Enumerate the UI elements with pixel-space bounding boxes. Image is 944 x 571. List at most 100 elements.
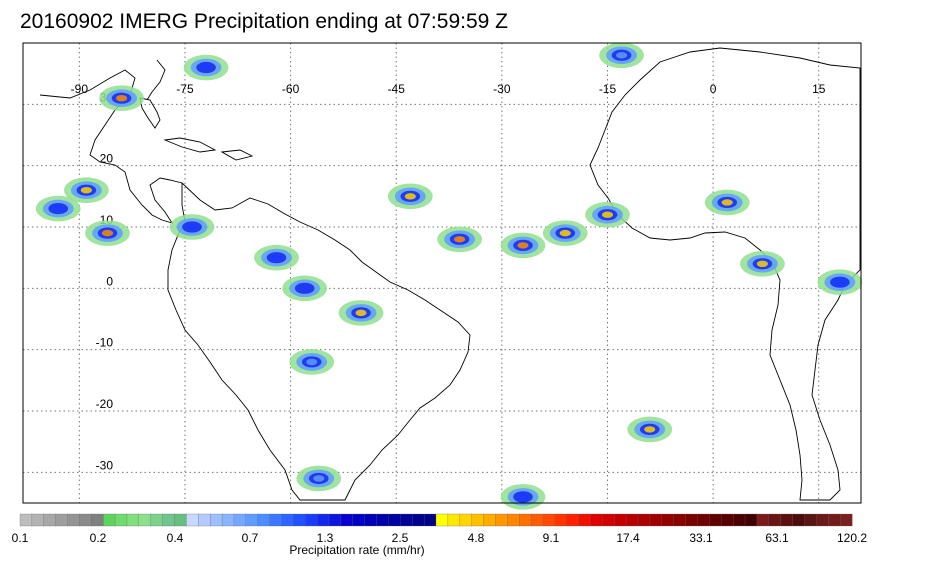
colorbar-swatch bbox=[697, 513, 710, 527]
lon-tick-label: -75 bbox=[176, 82, 194, 96]
colorbar-swatch bbox=[649, 513, 663, 527]
colorbar-swatch bbox=[423, 513, 437, 527]
colorbar-swatch bbox=[376, 513, 389, 527]
colorbar-swatch bbox=[269, 513, 282, 527]
coastlines bbox=[39, 47, 861, 501]
map-title: 20160902 IMERG Precipitation ending at 0… bbox=[20, 10, 508, 33]
colorbar-tick: 0.7 bbox=[241, 531, 259, 545]
colorbar-swatch bbox=[602, 513, 615, 527]
colorbar-swatch bbox=[412, 513, 425, 527]
colorbar-swatch bbox=[174, 513, 187, 527]
colorbar-swatch bbox=[210, 513, 223, 527]
colorbar-swatch bbox=[744, 513, 758, 527]
precip-cell bbox=[559, 229, 571, 237]
precip-cell bbox=[721, 199, 733, 206]
precip-cell bbox=[270, 254, 283, 261]
colorbar-swatch bbox=[530, 513, 544, 527]
colorbar-tick: 33.1 bbox=[689, 531, 713, 545]
precip-cell bbox=[834, 279, 846, 286]
precipitation-cells bbox=[35, 42, 863, 510]
colorbar-swatch bbox=[685, 513, 698, 527]
lon-tick-label: 15 bbox=[812, 82, 826, 96]
colorbar-tick: 4.8 bbox=[467, 531, 485, 545]
colorbar-swatch bbox=[281, 513, 294, 527]
colorbar-tick: 0.2 bbox=[89, 531, 107, 545]
colorbar-swatch bbox=[721, 513, 734, 527]
precip-cell bbox=[115, 95, 128, 102]
colorbar-swatch bbox=[542, 513, 556, 527]
colorbar-swatch bbox=[186, 513, 199, 527]
lat-tick-label: -30 bbox=[96, 458, 114, 472]
precip-cell bbox=[306, 358, 318, 366]
colorbar-swatch bbox=[340, 513, 354, 527]
precip-cell bbox=[404, 193, 416, 200]
lon-tick-label: -45 bbox=[388, 82, 406, 96]
colorbar-swatch bbox=[400, 513, 413, 527]
precip-cell bbox=[355, 309, 367, 317]
map-frame bbox=[22, 42, 862, 504]
precip-cell bbox=[756, 260, 769, 267]
lat-tick-label: 0 bbox=[106, 274, 113, 288]
colorbar-swatch bbox=[768, 513, 782, 527]
colorbar-swatch bbox=[661, 513, 675, 527]
colorbar-swatch bbox=[388, 513, 401, 527]
lon-tick-label: -30 bbox=[493, 82, 511, 96]
colorbar-swatch bbox=[114, 513, 128, 527]
colorbar-tick: 2.5 bbox=[391, 531, 409, 545]
lat-tick-label: -20 bbox=[96, 397, 114, 411]
colorbar-swatch bbox=[91, 513, 104, 527]
colorbar-swatch bbox=[435, 513, 449, 527]
colorbar-swatch bbox=[305, 513, 318, 527]
colorbar-swatch bbox=[79, 513, 92, 527]
colorbar-swatch bbox=[495, 513, 508, 527]
precip-cell bbox=[517, 242, 529, 249]
colorbar-swatch bbox=[554, 513, 568, 527]
colorbar-tick: 63.1 bbox=[765, 531, 789, 545]
colorbar-swatch bbox=[483, 513, 496, 527]
colorbar-swatch bbox=[293, 513, 306, 527]
precip-cell bbox=[601, 211, 614, 218]
colorbar-swatch bbox=[839, 513, 853, 527]
colorbar-swatch bbox=[364, 513, 378, 527]
precip-cell bbox=[313, 475, 325, 482]
lat-tick-label: -10 bbox=[96, 336, 114, 350]
colorbar-tick: 17.4 bbox=[616, 531, 640, 545]
colorbar-swatch bbox=[257, 513, 271, 527]
lon-tick-label: 0 bbox=[710, 82, 717, 96]
precip-cell bbox=[101, 229, 114, 237]
colorbar-swatch bbox=[245, 513, 259, 527]
precip-cell bbox=[644, 426, 656, 433]
colorbar-swatch bbox=[67, 513, 80, 527]
colorbar-swatch bbox=[150, 513, 164, 527]
coastline-cuba bbox=[163, 137, 217, 153]
colorbar-swatch bbox=[673, 513, 687, 527]
coastline-africa bbox=[589, 47, 861, 501]
colorbar-swatch bbox=[756, 513, 770, 527]
colorbar-swatch bbox=[471, 513, 484, 527]
lon-tick-label: -15 bbox=[599, 82, 617, 96]
colorbar-swatch bbox=[804, 513, 817, 527]
colorbar-swatch bbox=[792, 513, 805, 527]
precip-cell bbox=[200, 64, 212, 71]
colorbar-swatch bbox=[138, 513, 152, 527]
colorbar-swatch bbox=[19, 513, 33, 527]
colorbar-tick: 0.1 bbox=[11, 531, 29, 545]
colorbar-swatch bbox=[103, 513, 116, 527]
coastline-hispaniola bbox=[220, 149, 254, 161]
colorbar-swatch bbox=[126, 513, 140, 527]
colorbar-swatch bbox=[732, 513, 746, 527]
precip-cell bbox=[299, 285, 311, 292]
colorbar-swatch bbox=[780, 513, 794, 527]
coastline-north-america bbox=[39, 69, 183, 224]
colorbar-swatch bbox=[55, 513, 68, 527]
precip-cell bbox=[80, 187, 92, 194]
colorbar-swatch bbox=[519, 513, 532, 527]
colorbar-tick: 9.1 bbox=[542, 531, 560, 545]
precip-cell bbox=[186, 223, 198, 231]
colorbar-swatch bbox=[352, 513, 366, 527]
colorbar-swatch bbox=[590, 513, 603, 527]
colorbar-swatch bbox=[709, 513, 722, 527]
precip-cell bbox=[517, 493, 529, 501]
colorbar-swatch bbox=[162, 513, 175, 527]
